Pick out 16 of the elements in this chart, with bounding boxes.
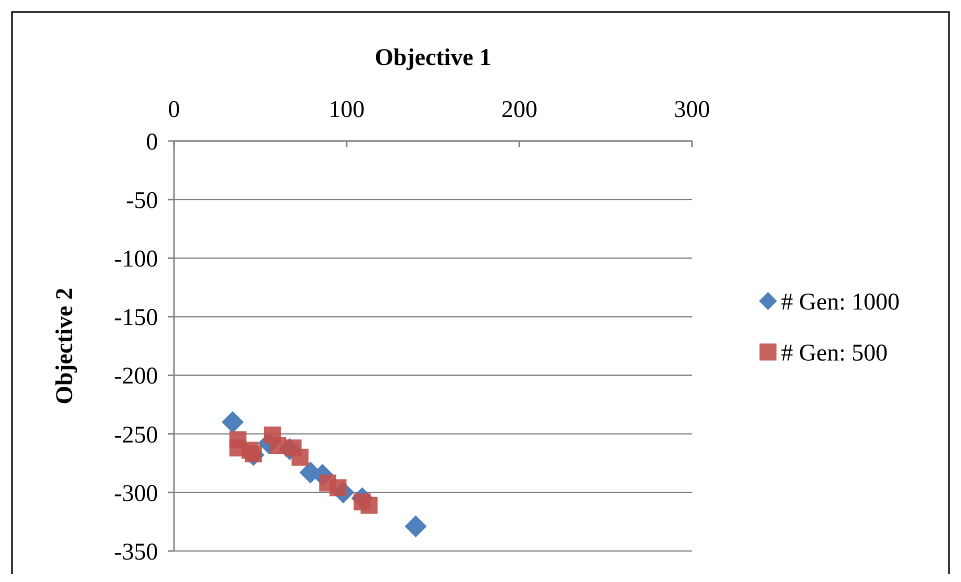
x-tick-label: 0 <box>168 97 180 123</box>
x-axis-title: Objective 1 <box>374 45 492 71</box>
y-tick-label: -200 <box>114 364 158 390</box>
legend-label: # Gen: 500 <box>781 340 888 366</box>
y-tick-label: -100 <box>114 246 158 273</box>
y-tick-label: -300 <box>114 480 158 507</box>
y-tick-label: -50 <box>126 188 158 214</box>
x-tick-label: 100 <box>328 97 365 123</box>
y-tick-label: -350 <box>114 539 158 566</box>
legend-label: # Gen: 1000 <box>781 289 900 316</box>
y-tick-label: 0 <box>146 129 158 156</box>
y-axis-title: Objective 2 <box>52 288 78 404</box>
y-tick-label: -150 <box>114 305 158 332</box>
x-tick-label: 300 <box>674 97 710 123</box>
y-tick-label: -250 <box>114 422 158 448</box>
x-tick-label: 200 <box>501 97 538 123</box>
